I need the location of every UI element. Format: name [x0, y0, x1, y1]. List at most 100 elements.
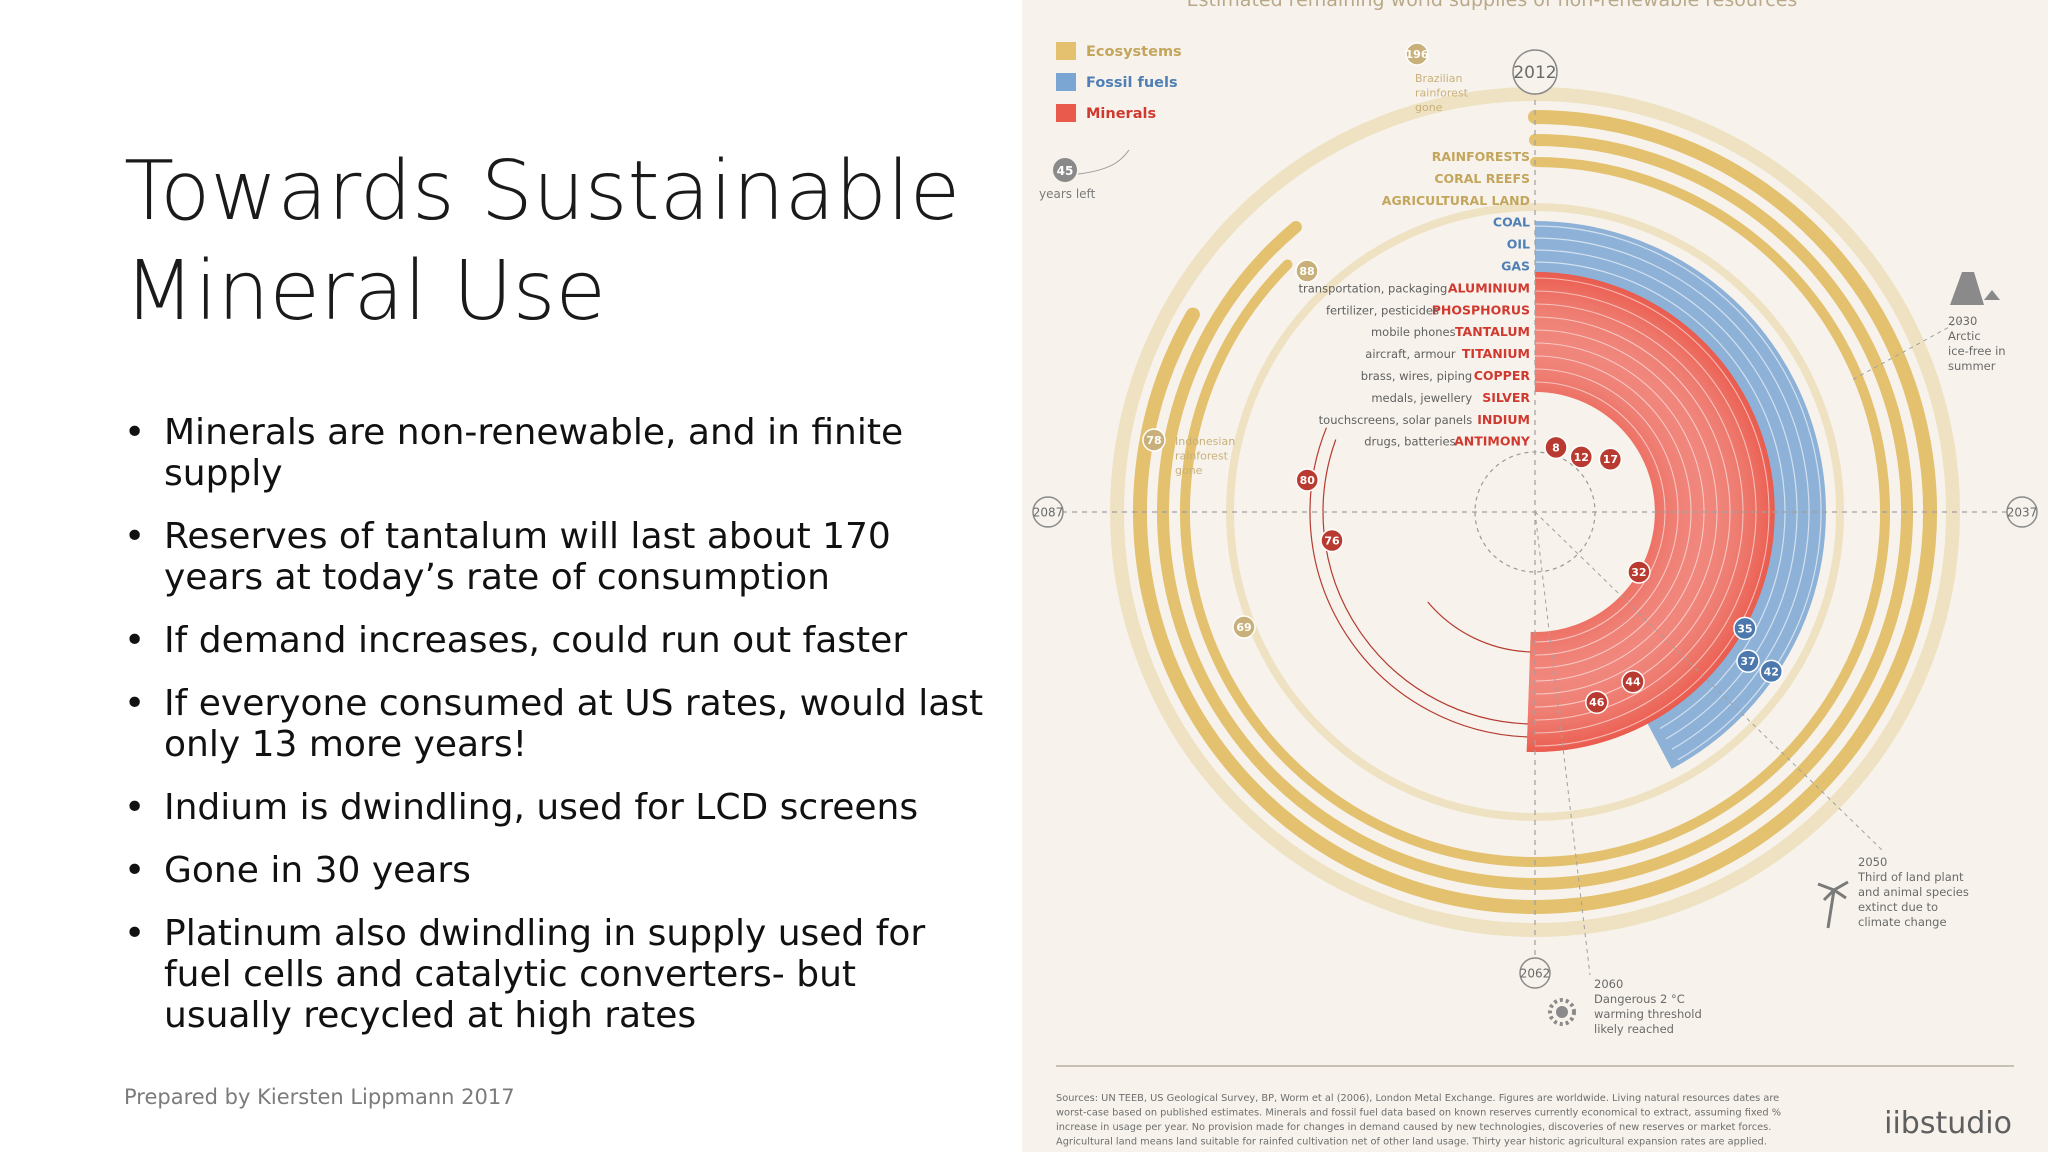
bullet-item: Reserves of tantalum will last about 170…	[124, 516, 984, 598]
ecosystem-ring	[1157, 134, 1913, 890]
annotation-arctic: ice-free in	[1948, 344, 2006, 358]
resource-name: RAINFORESTS	[1432, 149, 1530, 164]
annotation-brazil: rainforest	[1415, 87, 1469, 100]
resource-name: ANTIMONY	[1454, 434, 1531, 449]
marker-layer: 2012 2062 2087 2037 196 88 78 69 42 37 35 80 76 46 44 3…	[1032, 42, 2038, 989]
ecosystem-ring	[1133, 110, 1937, 914]
ring-value: 69	[1236, 621, 1251, 634]
annotation-species: Third of land plant	[1857, 870, 1964, 884]
mineral-ring-line	[1534, 277, 1770, 747]
faint-ring	[1226, 203, 1844, 821]
resource-name: GAS	[1501, 259, 1530, 274]
resource-name: TANTALUM	[1455, 324, 1530, 339]
bullet-item: If everyone consumed at US rates, would …	[124, 683, 984, 765]
ring-value: 32	[1631, 566, 1646, 579]
annotation-indonesia: gone	[1175, 464, 1203, 477]
resource-name: INDIUM	[1477, 412, 1530, 427]
iceberg-icon	[1984, 290, 2000, 300]
resource-use: mobile phones	[1371, 325, 1456, 339]
resource-name: OIL	[1507, 237, 1530, 252]
ring-value-marker	[1759, 659, 1784, 684]
years-left-value: 45	[1057, 164, 1074, 178]
year-marker	[1519, 957, 1551, 989]
year-marker	[1512, 49, 1558, 95]
bullet-item: Platinum also dwindling in supply used f…	[124, 913, 984, 1036]
ring-value-marker	[1232, 615, 1256, 639]
annotation-brazil: Brazilian	[1415, 72, 1462, 85]
ring-layer	[1110, 87, 1960, 937]
resource-name: AGRICULTURAL LAND	[1382, 193, 1530, 208]
ring-value-marker	[1621, 669, 1645, 694]
legend-label: Minerals	[1086, 106, 1156, 122]
sun-icon	[1556, 1006, 1568, 1018]
label-layer: Estimated remaining world supplies of no…	[1187, 0, 1798, 449]
ring-value-marker	[1295, 468, 1319, 492]
ring-value-marker	[1544, 435, 1568, 460]
years-left-label: years left	[1039, 187, 1096, 201]
legend-swatch	[1056, 104, 1076, 122]
ring-value: 196	[1406, 48, 1429, 61]
ring-value: 88	[1299, 265, 1314, 278]
annotation-indonesia: rainforest	[1175, 450, 1229, 463]
annotation-species: climate change	[1858, 915, 1947, 929]
sources-text: Sources: UN TEEB, US Geological Survey, …	[1056, 1093, 1779, 1104]
ring-value-marker	[1320, 528, 1344, 553]
ring-value: 42	[1764, 665, 1779, 678]
fossil-ring-line	[1534, 225, 1822, 761]
ecosystem-ring	[1180, 157, 1890, 867]
years-left-pointer	[1077, 149, 1130, 175]
legend-label: Ecosystems	[1086, 44, 1182, 60]
ring-value-marker	[1405, 42, 1429, 66]
ring-value-marker	[1736, 649, 1760, 673]
ring-value: 35	[1737, 622, 1752, 635]
sources-text: worst-case based on published estimates.…	[1056, 1108, 1781, 1119]
ring-value-marker	[1142, 428, 1166, 452]
guide-line	[1851, 319, 1963, 381]
slide-text-panel: Towards Sustainable Mineral Use Minerals…	[0, 0, 1020, 1152]
ring-value: 46	[1589, 696, 1605, 709]
infographic-canvas: Estimated remaining world supplies of no…	[1032, 0, 2038, 1148]
legend-swatch	[1056, 73, 1076, 91]
annotation-warming: warming threshold	[1594, 1007, 1702, 1021]
legend: Ecosystems Fossil fuels Minerals	[1056, 42, 1182, 122]
slide-footer: Prepared by Kiersten Lippmann 2017	[124, 1085, 515, 1109]
year-marker	[2006, 496, 2038, 528]
annotation-warming: Dangerous 2 °C	[1594, 992, 1685, 1006]
annotation-arctic: summer	[1948, 359, 1996, 373]
ring-value-marker	[1733, 616, 1757, 641]
mineral-ring-line	[1534, 355, 1692, 669]
annotation-arctic: 2030	[1948, 314, 1977, 328]
legend-swatch	[1056, 42, 1076, 60]
legend-label: Fossil fuels	[1086, 75, 1178, 91]
guide-line	[1534, 511, 1591, 976]
annotation-indonesia: Indonesian	[1175, 435, 1235, 448]
fossil-ring-line	[1534, 261, 1786, 730]
sources-text: increase in usage per year. No provision…	[1056, 1122, 1771, 1133]
mineral-ring-line	[1534, 368, 1679, 656]
iceberg-icon	[1950, 272, 1984, 305]
bullet-item: Indium is dwindling, used for LCD screen…	[124, 787, 984, 828]
brand-logo: iibstudio	[1884, 1106, 2012, 1141]
resource-name: ALUMINIUM	[1448, 280, 1530, 295]
resource-name: COAL	[1493, 215, 1530, 230]
annotation-species: and animal species	[1858, 885, 1969, 899]
sun-icon	[1548, 998, 1576, 1026]
ring-value-marker	[1627, 560, 1651, 584]
ring-value-marker	[1569, 445, 1594, 469]
minerals-gradient	[1526, 272, 1775, 752]
resource-name: COPPER	[1474, 368, 1531, 383]
ring-value: 76	[1324, 535, 1340, 548]
resource-use: medals, jewellery	[1371, 391, 1472, 405]
year-label: 2087	[1033, 505, 1064, 519]
resource-name: SILVER	[1482, 390, 1530, 405]
ring-value: 17	[1603, 453, 1618, 466]
year-label: 2037	[2007, 505, 2038, 519]
bullet-item: Minerals are non-renewable, and in finit…	[124, 412, 984, 494]
ring-value: 37	[1740, 655, 1755, 668]
resource-use: brass, wires, piping	[1361, 369, 1472, 383]
resource-use: aircraft, armour	[1365, 347, 1456, 361]
bullet-item: Gone in 30 years	[124, 850, 984, 891]
annotation-warming: 2060	[1594, 977, 1623, 991]
annotation-arctic: Arctic	[1948, 329, 1981, 343]
